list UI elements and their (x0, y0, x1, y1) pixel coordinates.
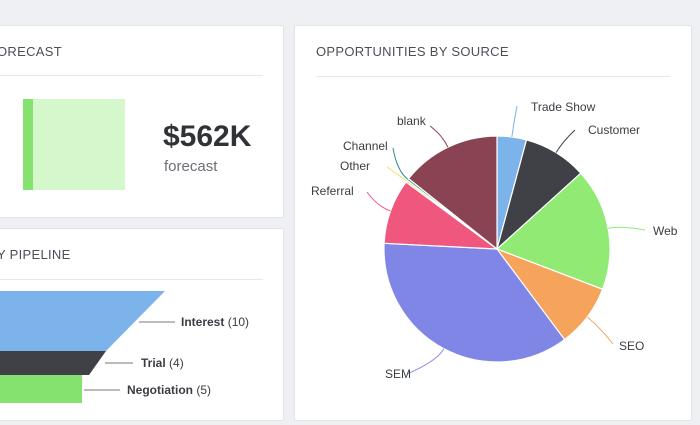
forecast-bar-fill (23, 99, 33, 190)
pie-label-other: Other (340, 159, 370, 173)
pie-leader-customer (555, 129, 576, 153)
pie-label-trade-show: Trade Show (531, 100, 596, 114)
forecast-amount: $562K (163, 120, 252, 153)
forecast-bar-track (23, 99, 125, 190)
pie-label-sem: SEM (385, 367, 411, 381)
pie-leader-seo (586, 316, 614, 345)
funnel-label-trial: Trial (4) (141, 356, 184, 370)
forecast-card: ORECAST $562K forecast (0, 25, 284, 218)
forecast-divider (0, 75, 263, 76)
pie-slice-blank[interactable] (407, 135, 498, 251)
sources-title: OPPORTUNITIES BY SOURCE (316, 44, 509, 59)
pie-slice-web[interactable] (495, 172, 611, 291)
pie-label-channel: Channel (343, 139, 388, 153)
pie-leader-referral (366, 191, 391, 212)
funnel-stage-interest[interactable] (0, 291, 165, 351)
pie-label-referral: Referral (311, 184, 354, 198)
sources-divider (316, 76, 670, 77)
pie-label-web: Web (653, 224, 678, 238)
pie-leader-blank (429, 125, 449, 148)
pipeline-divider (0, 279, 263, 280)
forecast-subtitle: forecast (164, 158, 218, 175)
pipeline-title: Y PIPELINE (0, 247, 71, 262)
pie-label-seo: SEO (619, 339, 644, 353)
pie-label-customer: Customer (588, 123, 640, 137)
pipeline-card: Y PIPELINE Interest (10) Trial (4) Negot… (0, 228, 284, 421)
forecast-title: ORECAST (0, 44, 62, 59)
pie-leader-channel (392, 147, 409, 180)
funnel-stage-negotiation[interactable] (0, 375, 82, 403)
pie-leader-trade-show (511, 105, 518, 138)
funnel-label-interest: Interest (10) (181, 315, 249, 329)
sources-pie-chart: Trade Show Customer Web SEO SEM Referral Other… (311, 100, 678, 381)
funnel-label-negotiation: Negotiation (5) (127, 383, 211, 397)
funnel-stage-trial[interactable] (0, 351, 106, 375)
pie-leader-web (607, 226, 646, 231)
sources-card: OPPORTUNITIES BY SOURCE Trade Show Custom… (294, 25, 692, 421)
pie-slice-sem[interactable] (383, 242, 566, 363)
pie-leader-other (386, 166, 407, 182)
pipeline-funnel: Interest (10) Trial (4) Negotiation (5) (0, 291, 249, 403)
pie-leader-sem (406, 348, 445, 375)
pie-label-blank: blank (397, 114, 427, 128)
